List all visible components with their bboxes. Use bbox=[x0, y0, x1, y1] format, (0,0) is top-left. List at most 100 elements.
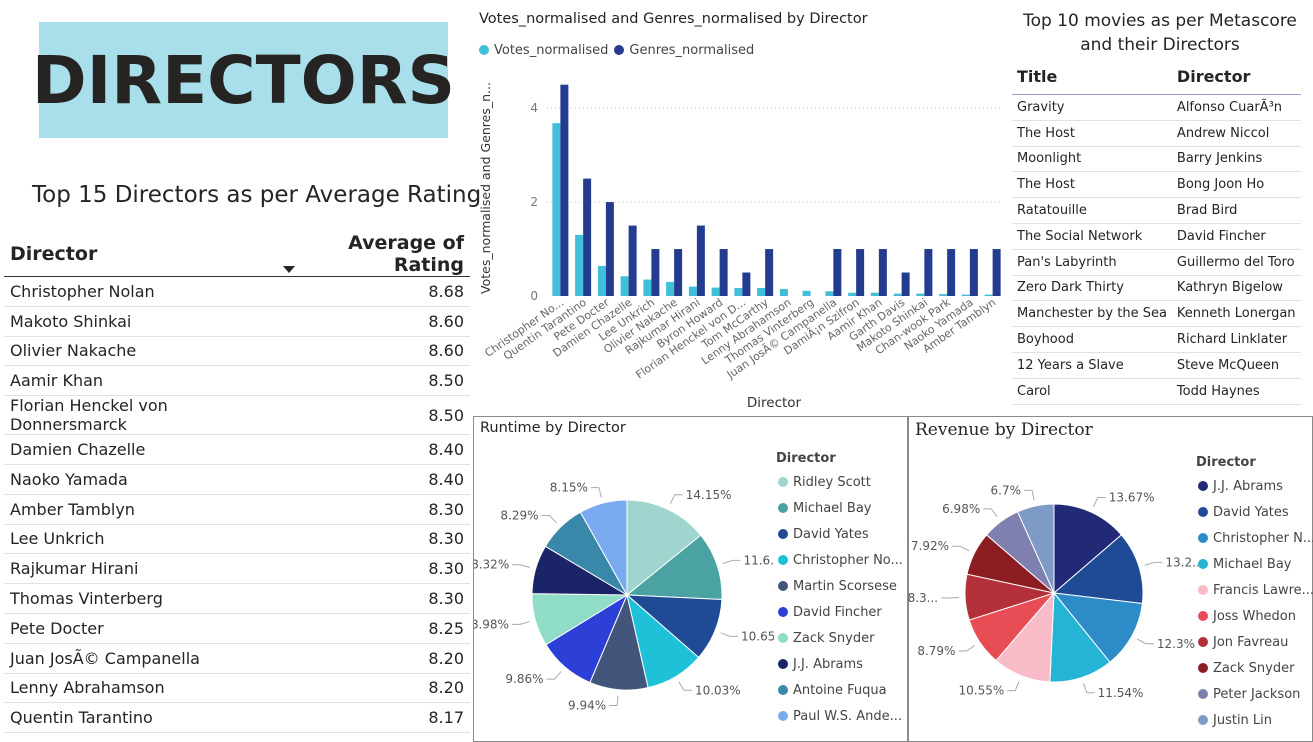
legend-item[interactable]: Antoine Fuqua bbox=[778, 677, 903, 703]
pie-slice[interactable] bbox=[1053, 503, 1123, 595]
pie-slice[interactable] bbox=[579, 499, 628, 597]
legend-item[interactable]: Jon Favreau bbox=[1198, 629, 1313, 655]
table-row[interactable]: Gravity Alfonso CuarÃ³n bbox=[1012, 94, 1301, 121]
table-row[interactable]: Quentin Tarantino 8.17 bbox=[4, 702, 470, 734]
legend-item[interactable]: Paul W.S. Ande... bbox=[778, 703, 903, 729]
bar-votes[interactable] bbox=[893, 293, 902, 296]
legend-item[interactable]: Michael Bay bbox=[1198, 551, 1313, 577]
bar-votes[interactable] bbox=[552, 123, 561, 296]
bar-genres[interactable] bbox=[765, 249, 774, 296]
bar-genres[interactable] bbox=[742, 272, 751, 296]
bar-genres[interactable] bbox=[696, 225, 705, 296]
pie-slice[interactable] bbox=[1052, 534, 1144, 605]
legend-item[interactable]: J.J. Abrams bbox=[778, 651, 903, 677]
legend-item[interactable]: Peter Jackson bbox=[1198, 681, 1313, 707]
bar-genres[interactable] bbox=[992, 249, 1001, 296]
table-row[interactable]: Makoto Shinkai 8.60 bbox=[4, 306, 470, 337]
table-row[interactable]: Boyhood Richard Linklater bbox=[1012, 326, 1301, 353]
bar-genres[interactable] bbox=[947, 249, 956, 296]
legend-item[interactable]: Francis Lawre... bbox=[1198, 577, 1313, 603]
table-row[interactable]: Thomas Vinterberg 8.30 bbox=[4, 583, 470, 614]
table-row[interactable]: Manchester by the Sea Kenneth Lonergan bbox=[1012, 300, 1301, 328]
bar-votes[interactable] bbox=[597, 265, 606, 296]
pie-slice[interactable] bbox=[625, 534, 723, 601]
bar-votes[interactable] bbox=[757, 288, 766, 296]
legend-votes[interactable]: Votes_normalised bbox=[479, 42, 608, 58]
table-row[interactable]: Amber Tamblyn 8.30 bbox=[4, 494, 470, 525]
pie-slice[interactable] bbox=[1049, 591, 1111, 683]
bar-genres[interactable] bbox=[628, 225, 637, 296]
pie-slice[interactable] bbox=[1052, 592, 1143, 663]
legend-item[interactable]: Christopher N... bbox=[1198, 525, 1313, 551]
bar-votes[interactable] bbox=[961, 294, 970, 296]
legend-item[interactable]: David Yates bbox=[1198, 499, 1313, 525]
bar-genres[interactable] bbox=[651, 249, 660, 296]
bar-genres[interactable] bbox=[605, 202, 614, 296]
table-row[interactable]: Florian Henckel von Donnersmarck 8.50 bbox=[4, 395, 470, 436]
bar-genres[interactable] bbox=[969, 249, 978, 296]
bar-genres[interactable] bbox=[856, 249, 865, 296]
legend-item[interactable]: Zack Snyder bbox=[778, 625, 903, 651]
table-row[interactable]: The Host Bong Joon Ho bbox=[1012, 171, 1301, 199]
bar-votes[interactable] bbox=[620, 276, 629, 296]
bar-genres[interactable] bbox=[719, 249, 728, 296]
table-row[interactable]: The Social Network David Fincher bbox=[1012, 223, 1301, 250]
bar-votes[interactable] bbox=[643, 279, 652, 296]
table-row[interactable]: Lee Unkrich 8.30 bbox=[4, 524, 470, 555]
table-row[interactable]: Olivier Nakache 8.60 bbox=[4, 336, 470, 367]
table-row[interactable]: Aamir Khan 8.50 bbox=[4, 365, 470, 397]
bar-genres[interactable] bbox=[901, 272, 910, 296]
bar-votes[interactable] bbox=[848, 292, 857, 296]
legend-item[interactable]: Michael Bay bbox=[778, 495, 903, 521]
rating-col-average[interactable]: Average of Rating bbox=[277, 232, 470, 277]
legend-item[interactable]: Joss Whedon bbox=[1198, 603, 1313, 629]
table-row[interactable]: The Host Andrew Niccol bbox=[1012, 120, 1301, 147]
table-row[interactable]: Pete Docter 8.25 bbox=[4, 613, 470, 644]
bar-genres[interactable] bbox=[878, 249, 887, 296]
bar-votes[interactable] bbox=[734, 288, 743, 296]
meta-col-director[interactable]: Director bbox=[1171, 58, 1301, 95]
legend-item[interactable]: J.J. Abrams bbox=[1198, 473, 1313, 499]
bar-genres[interactable] bbox=[674, 249, 683, 296]
bar-votes[interactable] bbox=[916, 293, 925, 296]
meta-col-title[interactable]: Title bbox=[1012, 58, 1172, 95]
bar-votes[interactable] bbox=[688, 286, 697, 296]
sort-desc-icon[interactable] bbox=[283, 266, 296, 273]
table-row[interactable]: Carol Todd Haynes bbox=[1012, 378, 1301, 405]
table-row[interactable]: Juan JosÃ© Campanella 8.20 bbox=[4, 643, 470, 674]
table-row[interactable]: Zero Dark Thirty Kathryn Bigelow bbox=[1012, 275, 1301, 302]
table-row[interactable]: Pan's Labyrinth Guillermo del Toro bbox=[1012, 249, 1301, 276]
legend-item[interactable]: Zack Snyder bbox=[1198, 655, 1313, 681]
bar-votes[interactable] bbox=[870, 292, 879, 296]
table-row[interactable]: Damien Chazelle 8.40 bbox=[4, 434, 470, 465]
bar-genres[interactable] bbox=[583, 178, 592, 296]
bar-votes[interactable] bbox=[939, 294, 948, 296]
legend-item[interactable]: Martin Scorsese bbox=[778, 573, 903, 599]
table-row[interactable]: Moonlight Barry Jenkins bbox=[1012, 146, 1301, 173]
bar-votes[interactable] bbox=[984, 294, 993, 296]
bar-votes[interactable] bbox=[825, 291, 834, 296]
pie-slice[interactable] bbox=[626, 499, 702, 597]
bar-genres[interactable] bbox=[560, 84, 569, 297]
legend-item[interactable]: David Yates bbox=[778, 521, 903, 547]
legend-item[interactable]: Christopher No... bbox=[778, 547, 903, 573]
bar-votes[interactable] bbox=[711, 287, 720, 296]
table-row[interactable]: Lenny Abrahamson 8.20 bbox=[4, 673, 470, 704]
table-row[interactable]: 12 Years a Slave Steve McQueen bbox=[1012, 352, 1301, 379]
bar-votes[interactable] bbox=[779, 288, 788, 296]
bar-genres[interactable] bbox=[833, 249, 842, 296]
rating-col-director[interactable]: Director bbox=[4, 232, 278, 277]
table-row[interactable]: Christopher Nolan 8.68 bbox=[4, 276, 470, 307]
bar-votes[interactable] bbox=[802, 290, 811, 296]
table-row[interactable]: Naoko Yamada 8.40 bbox=[4, 464, 470, 495]
table-row[interactable]: Rajkumar Hirani 8.30 bbox=[4, 553, 470, 585]
bar-genres[interactable] bbox=[924, 249, 933, 296]
legend-item[interactable]: Ridley Scott bbox=[778, 469, 903, 495]
bar-votes[interactable] bbox=[666, 281, 675, 296]
pie-slice[interactable] bbox=[1016, 503, 1055, 594]
legend-item[interactable]: Justin Lin bbox=[1198, 707, 1313, 733]
legend-item[interactable]: David Fincher bbox=[778, 599, 903, 625]
legend-genres[interactable]: Genres_normalised bbox=[614, 42, 754, 58]
bar-votes[interactable] bbox=[575, 234, 584, 296]
table-row[interactable]: Ratatouille Brad Bird bbox=[1012, 197, 1301, 224]
